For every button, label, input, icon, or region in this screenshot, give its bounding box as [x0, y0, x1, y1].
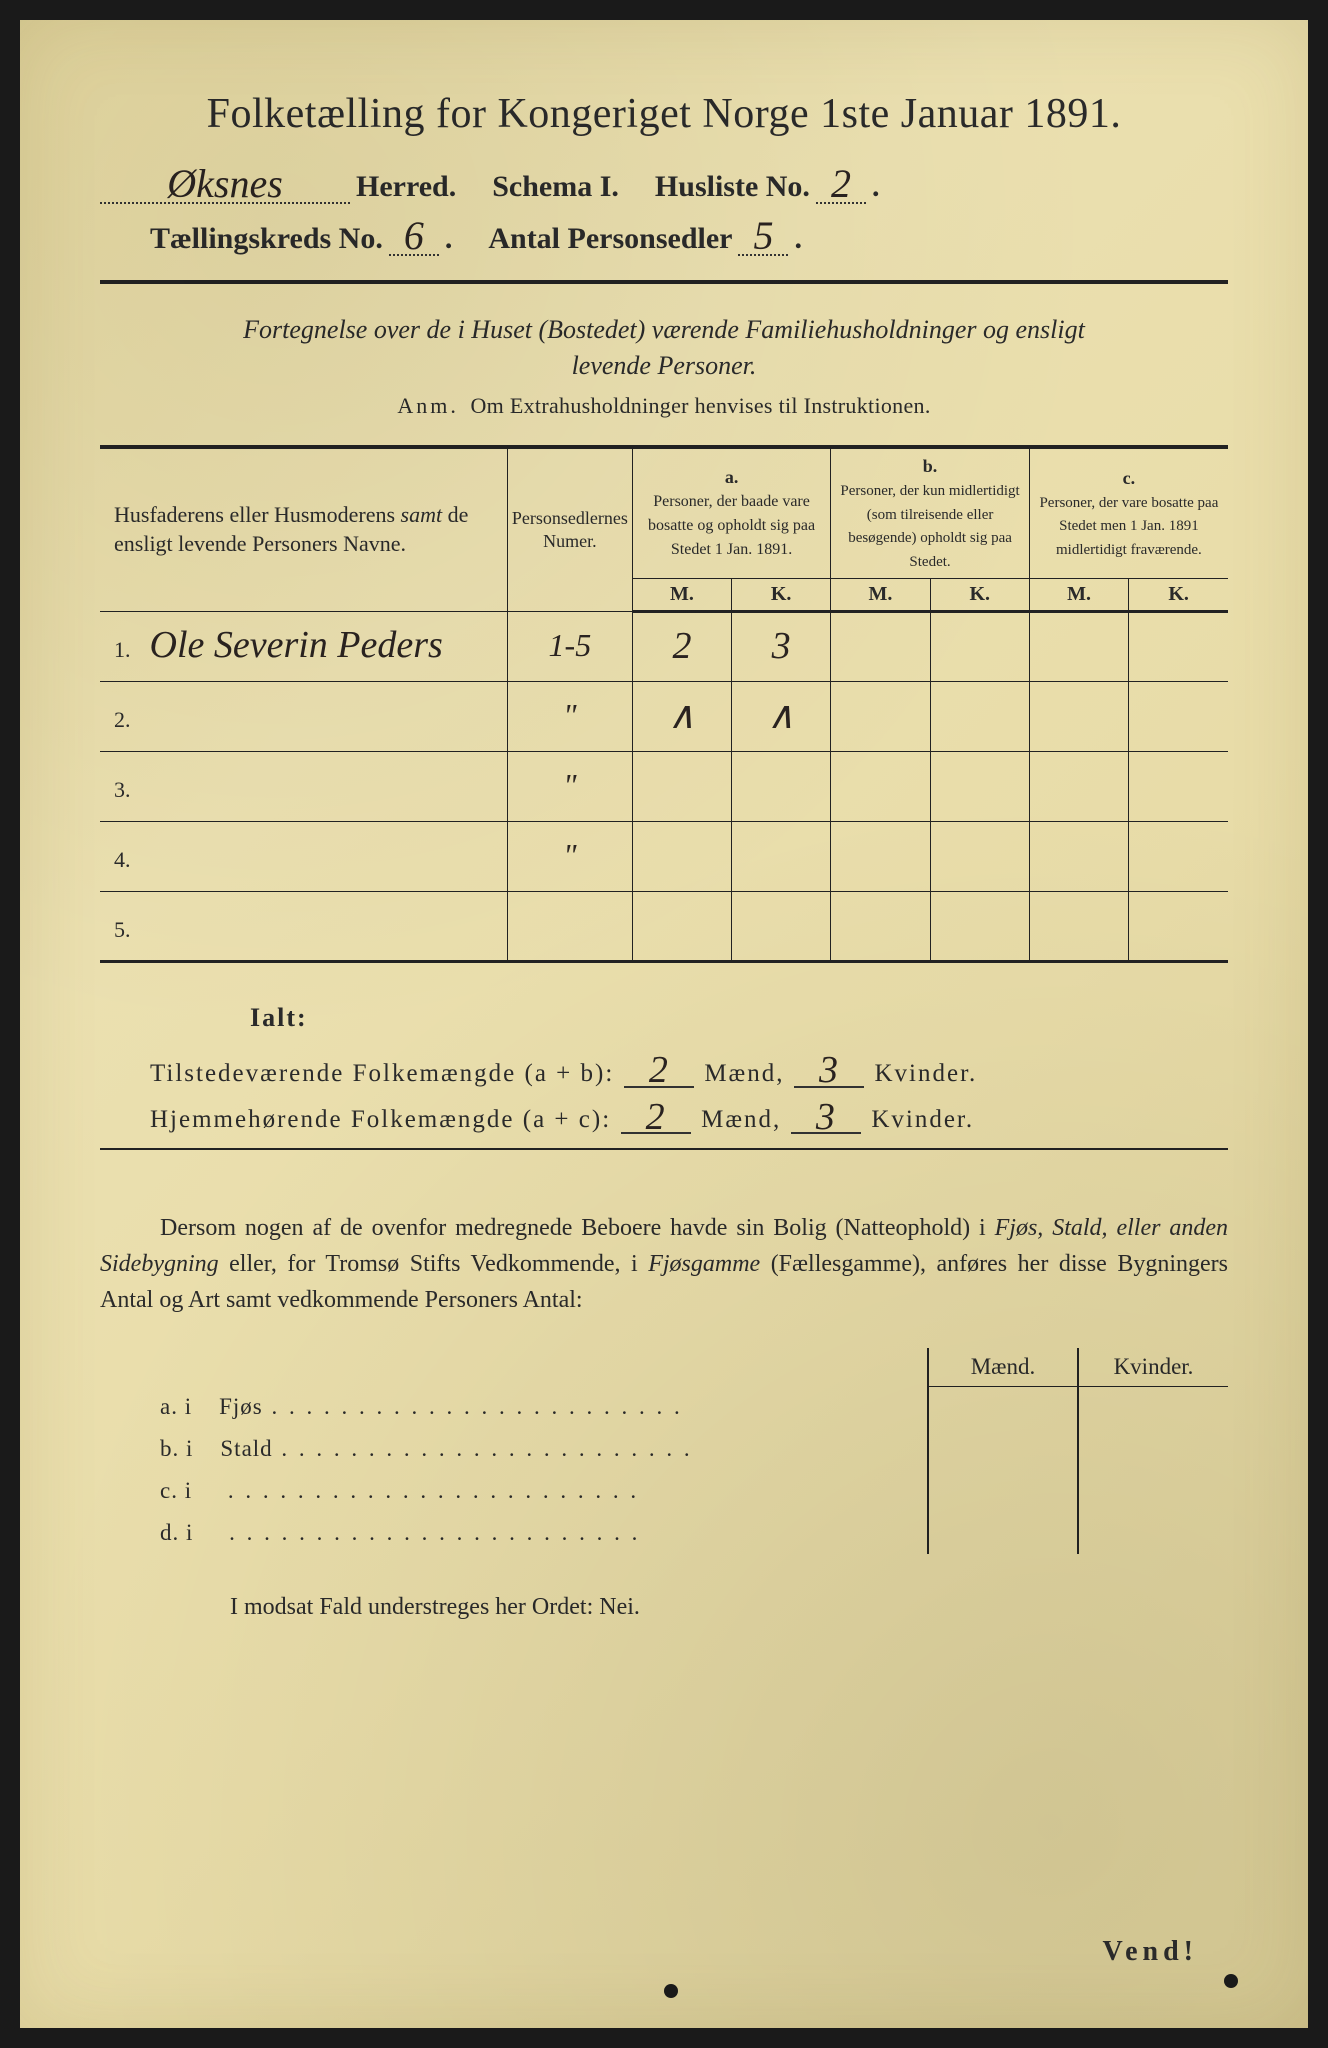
husliste-label: Husliste No. — [655, 170, 810, 204]
kreds-no: 6 — [389, 218, 439, 256]
divider-2 — [100, 1148, 1228, 1150]
ialt-label: Ialt: — [100, 1003, 1228, 1033]
col-b: b. Personer, der kun midlertidigt (som t… — [831, 447, 1030, 579]
col-names: Husfaderens eller Husmoderens samt de en… — [100, 447, 507, 612]
building-table: Mænd. Kvinder. a. i Fjøs . . . . . . . .… — [100, 1348, 1228, 1555]
dot2: . — [445, 222, 453, 256]
building-row: a. i Fjøs . . . . . . . . . . . . . . . … — [100, 1386, 1228, 1428]
schema-label: Schema I. — [492, 170, 619, 204]
subtitle-l2: levende Personer. — [572, 351, 757, 380]
building-header: Mænd. Kvinder. — [100, 1348, 1228, 1387]
b-k: K. — [930, 579, 1029, 612]
census-form-page: Folketælling for Kongeriget Norge 1ste J… — [20, 20, 1308, 2028]
table-row: 3. " — [100, 752, 1228, 822]
tot2-m: 2 — [621, 1102, 691, 1134]
nei-line: I modsat Fald understreges her Ordet: Ne… — [100, 1594, 1228, 1621]
b-label: b. — [923, 456, 938, 476]
b-text: Personer, der kun midlertidigt (som tilr… — [840, 483, 1019, 570]
tot2-k: 3 — [791, 1102, 861, 1134]
c-k: K. — [1129, 579, 1228, 612]
herred-label: Herred. — [356, 170, 456, 204]
anm-note: Anm. Om Extrahusholdninger henvises til … — [100, 393, 1228, 419]
tot2-label: Hjemmehørende Folkemængde (a + c): — [150, 1106, 611, 1134]
table-row: 1. Ole Severin Peders 1-5 2 3 — [100, 612, 1228, 682]
table-row: 2. " ∧ ∧ — [100, 682, 1228, 752]
a-m: M. — [632, 579, 731, 612]
building-row: b. i Stald . . . . . . . . . . . . . . .… — [100, 1428, 1228, 1470]
b-m: M. — [831, 579, 930, 612]
header-line-2: Tællingskreds No. 6 . Antal Personsedler… — [100, 218, 1228, 256]
total-line-1: Tilstedeværende Folkemængde (a + b): 2 M… — [100, 1055, 1228, 1087]
tot1-m: 2 — [624, 1055, 694, 1087]
tot1-maend: Mænd, — [704, 1060, 784, 1088]
subtitle-l1: Fortegnelse over de i Huset (Bostedet) v… — [243, 315, 1085, 344]
husliste-no: 2 — [816, 166, 866, 204]
dot: . — [872, 170, 880, 204]
vend-label: Vend! — [1102, 1936, 1198, 1968]
bt-kvinder: Kvinder. — [1078, 1348, 1228, 1387]
antal-label: Antal Personsedler — [488, 222, 732, 256]
table-header-row: Husfaderens eller Husmoderens samt de en… — [100, 447, 1228, 579]
c-text: Personer, der vare bosatte paa Stedet me… — [1039, 495, 1218, 558]
tot2-kvinder: Kvinder. — [871, 1106, 974, 1134]
kreds-label: Tællingskreds No. — [150, 222, 383, 256]
building-paragraph: Dersom nogen af de ovenfor medregnede Be… — [100, 1210, 1228, 1318]
anm-label: Anm. — [397, 393, 459, 418]
tot1-kvinder: Kvinder. — [874, 1060, 977, 1088]
anm-text: Om Extrahusholdninger henvises til Instr… — [470, 393, 930, 418]
tot2-maend: Mænd, — [701, 1106, 781, 1134]
total-line-2: Hjemmehørende Folkemængde (a + c): 2 Mæn… — [100, 1102, 1228, 1134]
c-m: M. — [1029, 579, 1128, 612]
a-k: K. — [732, 579, 831, 612]
household-table: Husfaderens eller Husmoderens samt de en… — [100, 445, 1228, 963]
header-line-1: Øksnes Herred. Schema I. Husliste No. 2 … — [100, 166, 1228, 204]
dot3: . — [794, 222, 802, 256]
table-row: 4. " — [100, 822, 1228, 892]
a-label: a. — [725, 467, 739, 487]
parish-field: Øksnes — [100, 166, 350, 204]
bt-maend: Mænd. — [928, 1348, 1078, 1387]
col-a: a. Personer, der baade vare bosatte og o… — [632, 447, 830, 579]
page-title: Folketælling for Kongeriget Norge 1ste J… — [100, 90, 1228, 138]
building-row: d. i . . . . . . . . . . . . . . . . . .… — [100, 1512, 1228, 1554]
antal-val: 5 — [738, 218, 788, 256]
subtitle: Fortegnelse over de i Huset (Bostedet) v… — [100, 312, 1228, 385]
col-sedler: Personsedlernes Numer. — [507, 447, 632, 612]
tot1-label: Tilstedeværende Folkemængde (a + b): — [150, 1060, 614, 1088]
a-text: Personer, der baade vare bosatte og opho… — [648, 493, 815, 558]
divider-1 — [100, 280, 1228, 284]
tot1-k: 3 — [794, 1055, 864, 1087]
building-row: c. i . . . . . . . . . . . . . . . . . .… — [100, 1470, 1228, 1512]
table-row: 5. — [100, 892, 1228, 962]
col-c: c. Personer, der vare bosatte paa Stedet… — [1029, 447, 1228, 579]
c-label: c. — [1123, 468, 1136, 488]
